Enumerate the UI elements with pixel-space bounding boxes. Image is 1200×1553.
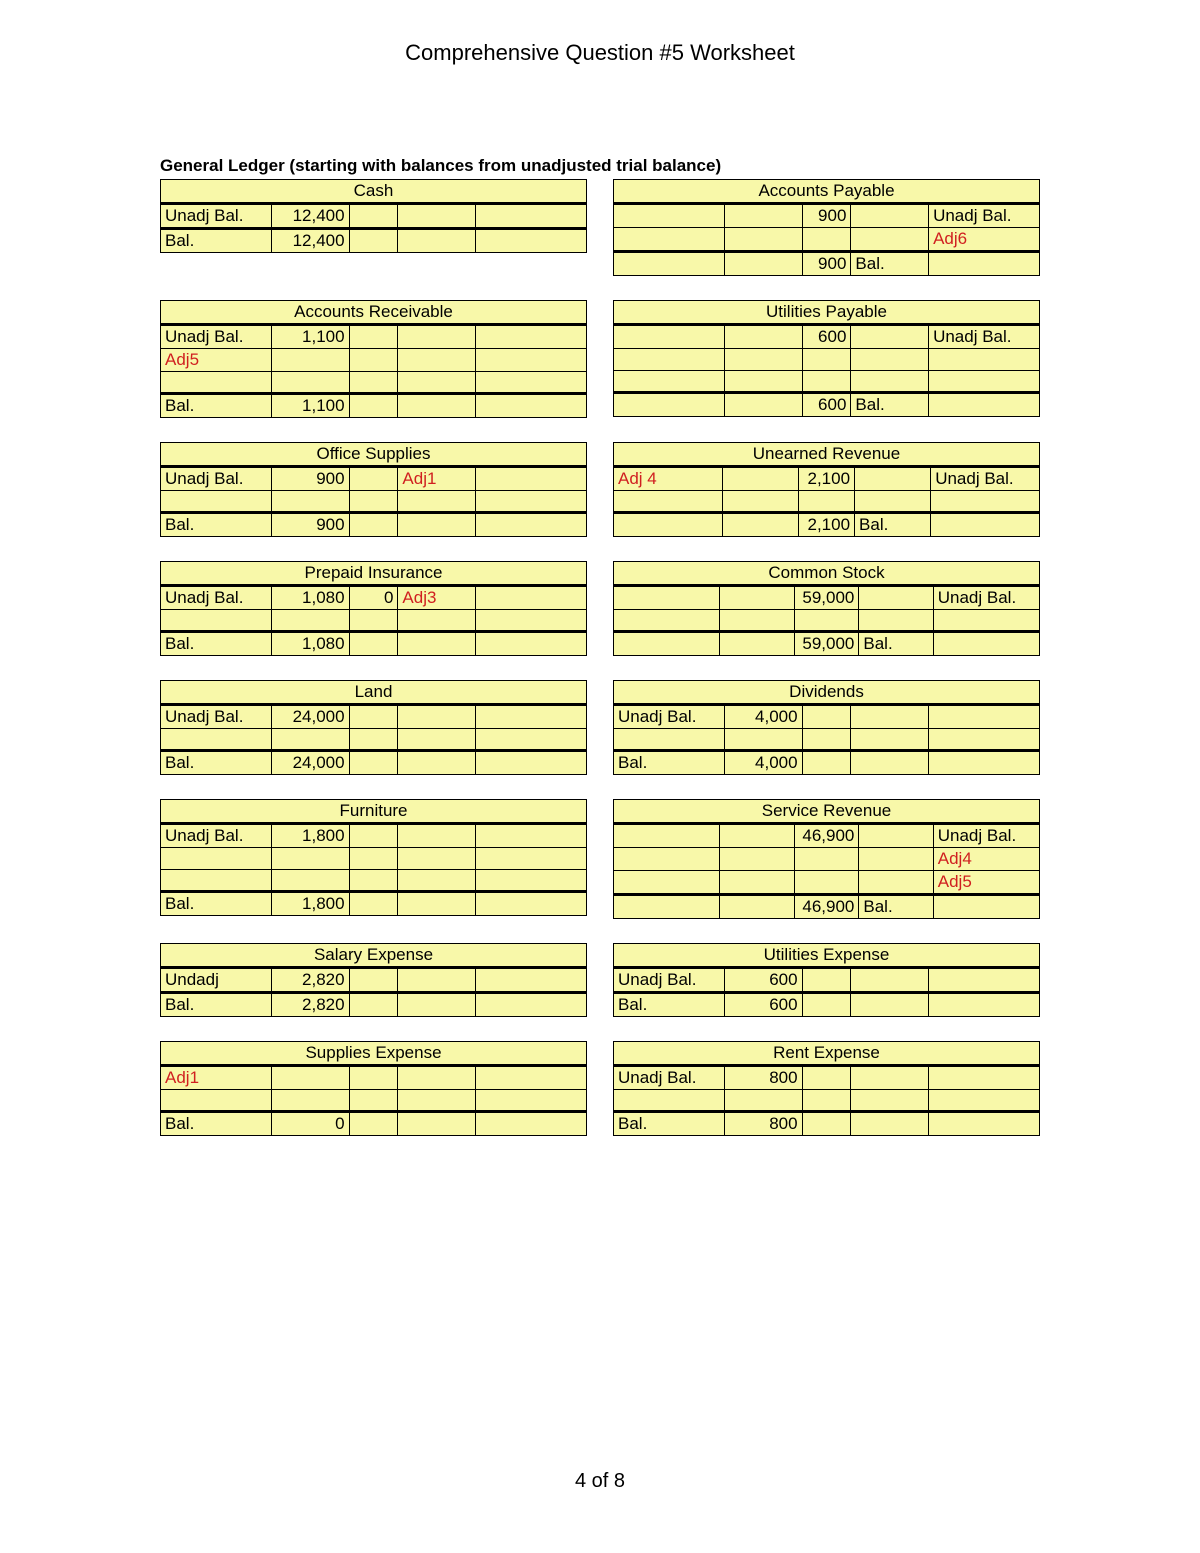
t-account-land: LandUnadj Bal.24,000Bal.24,000	[160, 680, 587, 775]
page-number: 4 of 8	[0, 1470, 1200, 1493]
t-account-dividends: DividendsUnadj Bal.4,000Bal.4,000	[613, 680, 1040, 775]
t-account-table: Rent ExpenseUnadj Bal.800Bal.800	[613, 1041, 1040, 1136]
worksheet-page: Comprehensive Question #5 Worksheet Gene…	[0, 0, 1200, 1553]
t-account-common: Common Stock59,000Unadj Bal.59,000Bal.	[613, 561, 1040, 656]
ledger-container: CashUnadj Bal.12,400Bal.12,400 Accounts P…	[160, 179, 1040, 1136]
t-account-salaryExp: Salary ExpenseUndadj2,820Bal.2,820	[160, 943, 587, 1017]
t-account-ar: Accounts ReceivableUnadj Bal.1,100Adj5Ba…	[160, 300, 587, 418]
account-title: Service Revenue	[614, 800, 1040, 824]
page-title: Comprehensive Question #5 Worksheet	[160, 40, 1040, 66]
account-title: Accounts Payable	[614, 180, 1040, 204]
t-account-table: Service Revenue46,900Unadj Bal.Adj4Adj54…	[613, 799, 1040, 919]
account-title: Unearned Revenue	[614, 443, 1040, 467]
ledger-row: Office SuppliesUnadj Bal.900Adj1Bal.900 U…	[160, 442, 1040, 537]
account-title: Accounts Receivable	[161, 301, 587, 325]
t-account-table: Salary ExpenseUndadj2,820Bal.2,820	[160, 943, 587, 1017]
t-account-table: LandUnadj Bal.24,000Bal.24,000	[160, 680, 587, 775]
t-account-table: Accounts Payable900Unadj Bal.Adj6900Bal.	[613, 179, 1040, 276]
account-title: Land	[161, 681, 587, 705]
t-account-utilPay: Utilities Payable600Unadj Bal.600Bal.	[613, 300, 1040, 418]
account-title: Prepaid Insurance	[161, 562, 587, 586]
t-account-table: Prepaid InsuranceUnadj Bal.1,0800Adj3Bal…	[160, 561, 587, 656]
t-account-cash: CashUnadj Bal.12,400Bal.12,400	[160, 179, 587, 276]
account-title: Utilities Payable	[614, 301, 1040, 325]
t-account-table: DividendsUnadj Bal.4,000Bal.4,000	[613, 680, 1040, 775]
account-title: Common Stock	[614, 562, 1040, 586]
t-account-prepaid: Prepaid InsuranceUnadj Bal.1,0800Adj3Bal…	[160, 561, 587, 656]
account-title: Cash	[161, 180, 587, 204]
t-account-rentExp: Rent ExpenseUnadj Bal.800Bal.800	[613, 1041, 1040, 1136]
account-title: Salary Expense	[161, 944, 587, 968]
t-account-table: Supplies ExpenseAdj1Bal.0	[160, 1041, 587, 1136]
t-account-table: CashUnadj Bal.12,400Bal.12,400	[160, 179, 587, 253]
t-account-table: Common Stock59,000Unadj Bal.59,000Bal.	[613, 561, 1040, 656]
t-account-table: Utilities ExpenseUnadj Bal.600Bal.600	[613, 943, 1040, 1017]
t-account-serviceRev: Service Revenue46,900Unadj Bal.Adj4Adj54…	[613, 799, 1040, 919]
t-account-table: Accounts ReceivableUnadj Bal.1,100Adj5Ba…	[160, 300, 587, 418]
t-account-table: Unearned RevenueAdj 42,100Unadj Bal.2,10…	[613, 442, 1040, 537]
t-account-furniture: FurnitureUnadj Bal.1,800Bal.1,800	[160, 799, 587, 919]
t-account-supplies: Office SuppliesUnadj Bal.900Adj1Bal.900	[160, 442, 587, 537]
ledger-row: CashUnadj Bal.12,400Bal.12,400 Accounts P…	[160, 179, 1040, 276]
account-title: Utilities Expense	[614, 944, 1040, 968]
account-title: Office Supplies	[161, 443, 587, 467]
ledger-row: FurnitureUnadj Bal.1,800Bal.1,800Service…	[160, 799, 1040, 919]
t-account-suppliesExp: Supplies ExpenseAdj1Bal.0	[160, 1041, 587, 1136]
section-title: General Ledger (starting with balances f…	[160, 156, 1040, 176]
account-title: Dividends	[614, 681, 1040, 705]
t-account-table: Utilities Payable600Unadj Bal.600Bal.	[613, 300, 1040, 417]
ledger-row: LandUnadj Bal.24,000Bal.24,000 DividendsU…	[160, 680, 1040, 775]
ledger-row: Accounts ReceivableUnadj Bal.1,100Adj5Ba…	[160, 300, 1040, 418]
t-account-table: Office SuppliesUnadj Bal.900Adj1Bal.900	[160, 442, 587, 537]
t-account-unearned: Unearned RevenueAdj 42,100Unadj Bal.2,10…	[613, 442, 1040, 537]
account-title: Furniture	[161, 800, 587, 824]
t-account-utilExp: Utilities ExpenseUnadj Bal.600Bal.600	[613, 943, 1040, 1017]
t-account-ap: Accounts Payable900Unadj Bal.Adj6900Bal.	[613, 179, 1040, 276]
account-title: Supplies Expense	[161, 1042, 587, 1066]
account-title: Rent Expense	[614, 1042, 1040, 1066]
ledger-row: Supplies ExpenseAdj1Bal.0 Rent ExpenseUna…	[160, 1041, 1040, 1136]
t-account-table: FurnitureUnadj Bal.1,800Bal.1,800	[160, 799, 587, 916]
ledger-row: Prepaid InsuranceUnadj Bal.1,0800Adj3Bal…	[160, 561, 1040, 656]
ledger-row: Salary ExpenseUndadj2,820Bal.2,820 Utilit…	[160, 943, 1040, 1017]
